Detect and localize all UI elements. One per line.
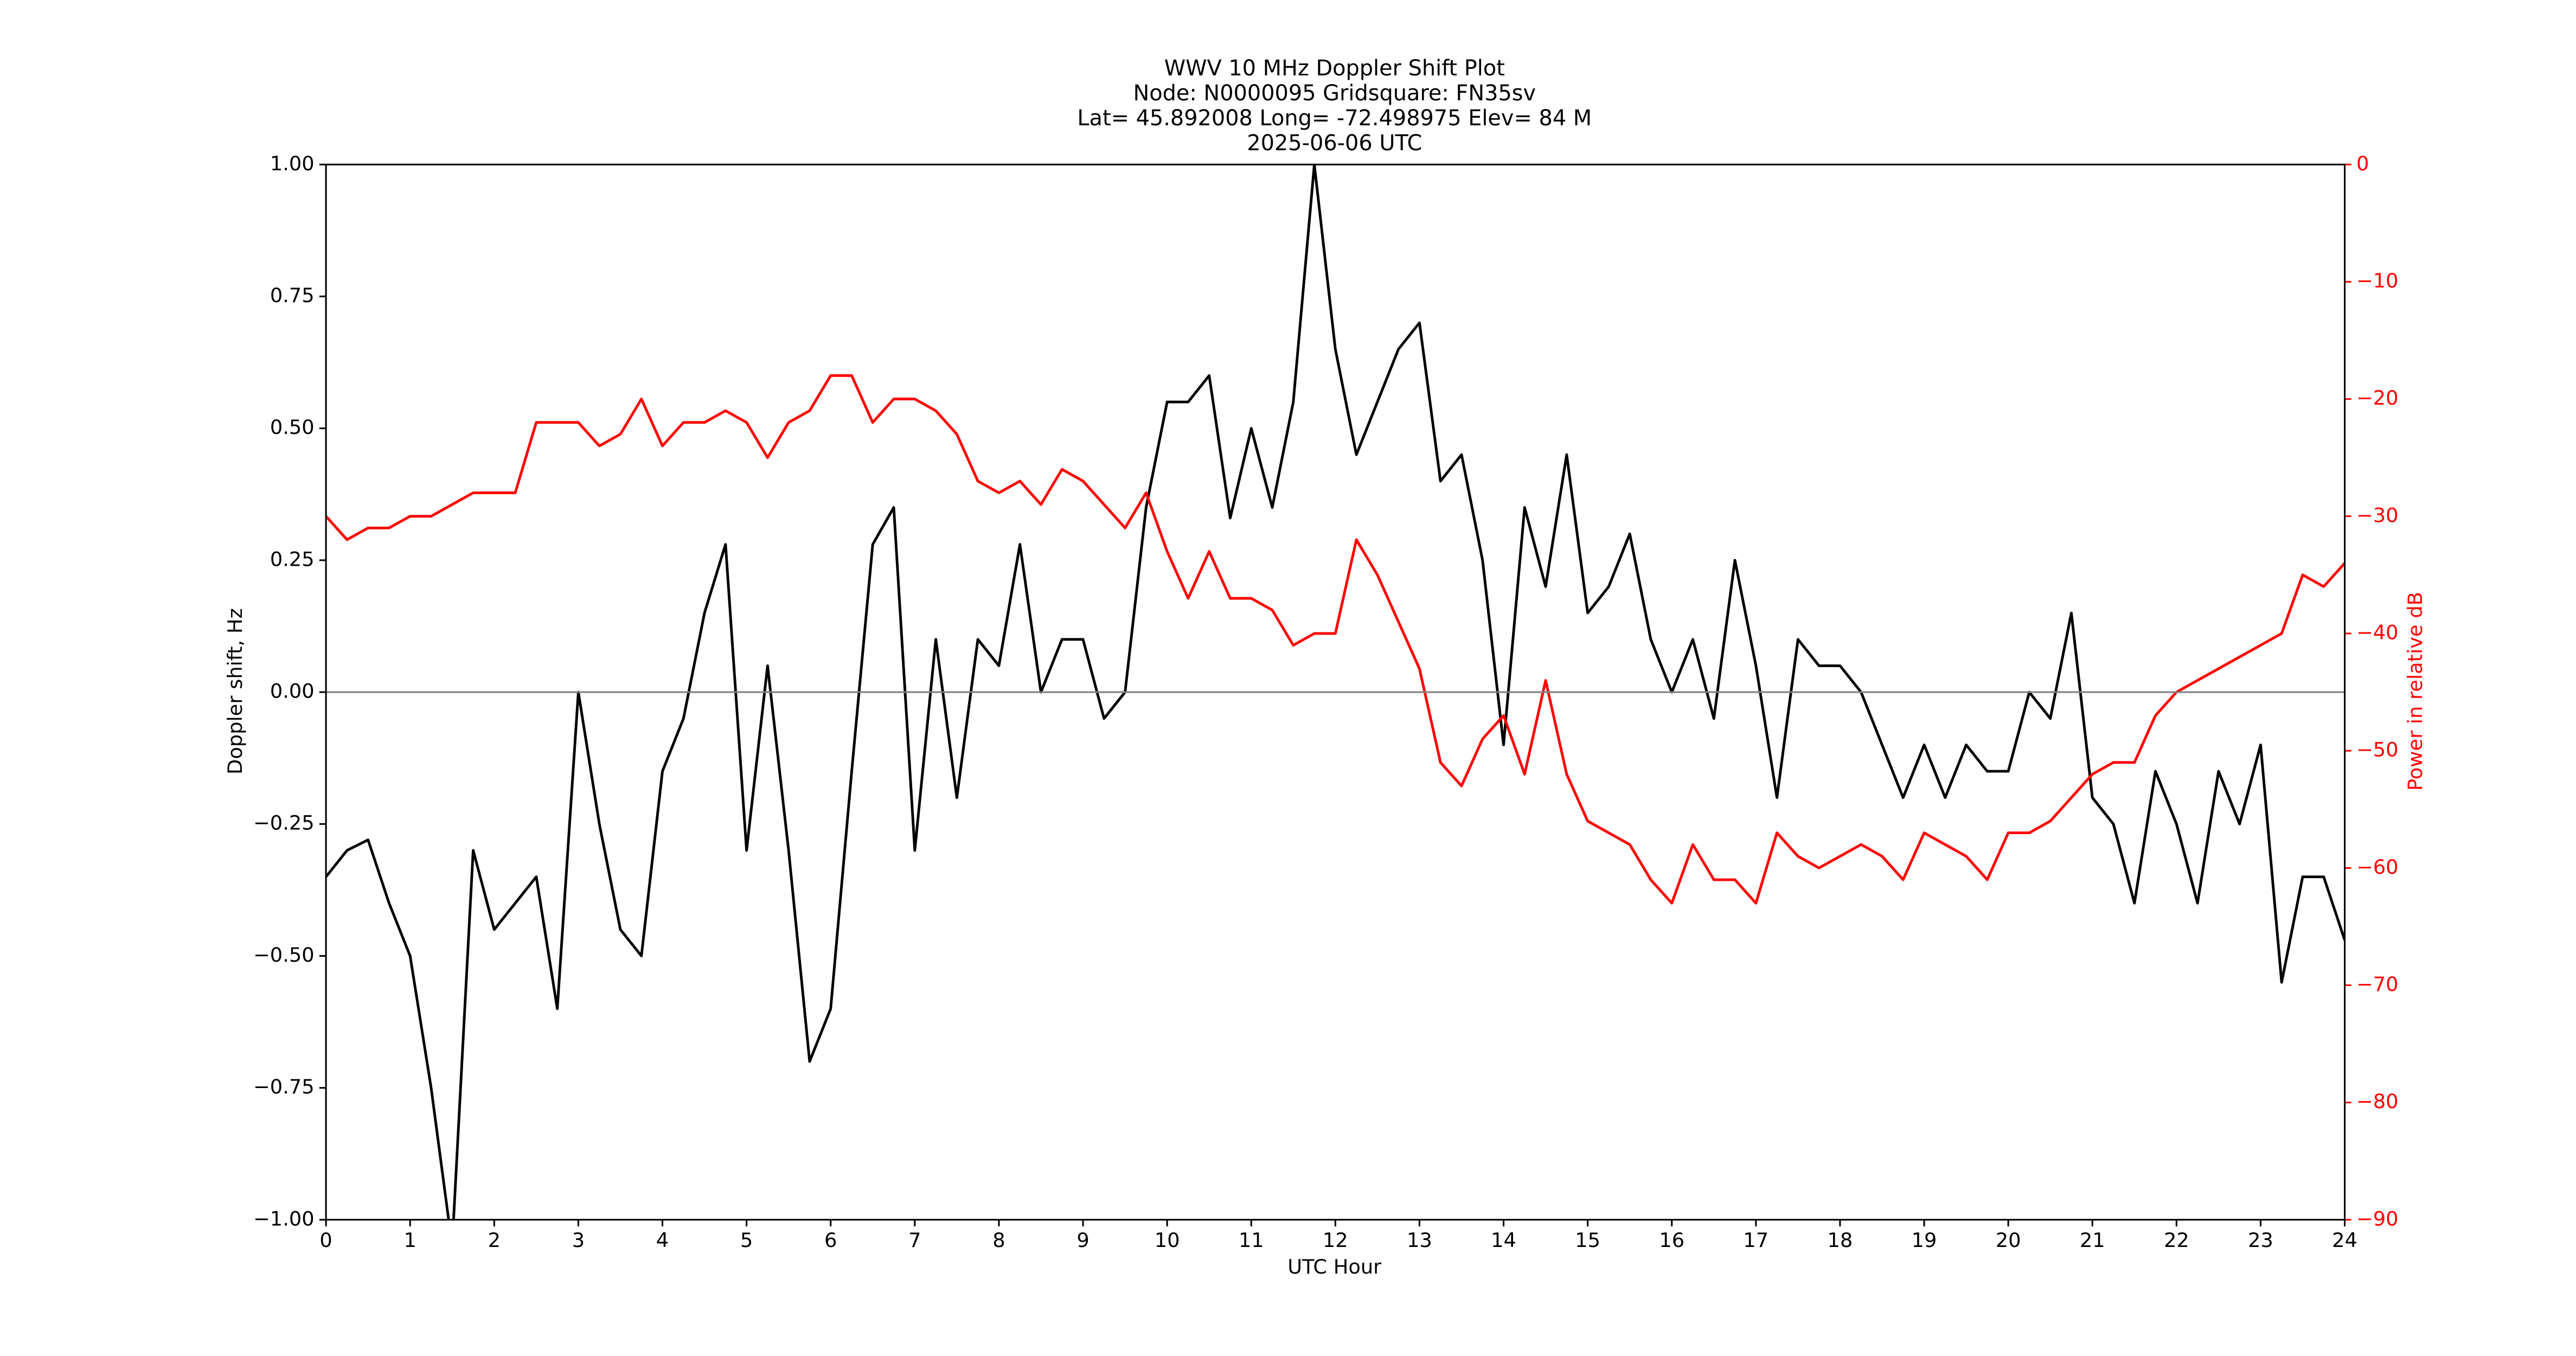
y-tick-label: 0.50: [270, 415, 315, 439]
y2-axis-label: Power in relative dB: [2404, 592, 2427, 791]
x-tick-label: 12: [1323, 1229, 1348, 1252]
x-tick-label: 21: [2080, 1229, 2105, 1252]
x-tick-label: 11: [1239, 1229, 1264, 1252]
x-tick-label: 4: [656, 1229, 669, 1252]
y2-tick-label: −60: [2356, 855, 2399, 879]
x-tick-label: 16: [1659, 1229, 1684, 1252]
data-line: [326, 374, 2345, 905]
x-tick-label: 1: [404, 1229, 416, 1252]
y-tick-label: −1.00: [253, 1207, 315, 1230]
x-tick-label: 19: [1912, 1229, 1937, 1252]
x-tick-label: 23: [2248, 1229, 2273, 1252]
x-tick-label: 6: [824, 1229, 837, 1252]
x-tick-label: 24: [2332, 1229, 2357, 1252]
y-tick-label: −0.75: [253, 1075, 315, 1098]
y2-tick-label: −80: [2356, 1090, 2399, 1113]
y2-tick-label: −10: [2356, 269, 2399, 292]
y-tick-label: −0.50: [253, 943, 315, 967]
x-tick-label: 3: [572, 1229, 585, 1252]
x-tick-label: 13: [1407, 1229, 1432, 1252]
plot-frame: [325, 163, 2346, 1221]
y2-tick-label: −70: [2356, 973, 2399, 996]
y2-tick-label: −30: [2356, 503, 2399, 527]
x-tick-label: 5: [740, 1229, 753, 1252]
x-tick-label: 2: [488, 1229, 501, 1252]
chart-title: Lat= 45.892008 Long= -72.498975 Elev= 84…: [1077, 106, 1592, 131]
chart-title: WWV 10 MHz Doppler Shift Plot: [1164, 56, 1505, 81]
data-line: [326, 164, 2345, 1220]
y2-tick-label: −50: [2356, 738, 2399, 762]
y-tick-label: 0.25: [270, 547, 315, 571]
y-tick-label: 0.75: [270, 284, 315, 307]
x-tick-label: 10: [1155, 1229, 1180, 1252]
plot-area: [326, 164, 2345, 1220]
x-tick-label: 15: [1575, 1229, 1600, 1252]
chart-title: 2025-06-06 UTC: [1247, 131, 1422, 156]
x-tick-label: 20: [1996, 1229, 2021, 1252]
y-tick-label: −0.25: [253, 811, 315, 835]
y2-tick-label: −40: [2356, 621, 2399, 644]
x-axis-label: UTC Hour: [1287, 1255, 1382, 1278]
x-tick-label: 7: [908, 1229, 921, 1252]
x-tick-label: 22: [2164, 1229, 2189, 1252]
x-tick-label: 8: [992, 1229, 1005, 1252]
y-tick-label: 0.00: [270, 680, 315, 703]
y-axis-label: Doppler shift, Hz: [223, 608, 247, 775]
x-tick-label: 14: [1491, 1229, 1516, 1252]
y-tick-label: 1.00: [270, 152, 315, 175]
y2-tick-label: −90: [2356, 1207, 2399, 1230]
x-tick-label: 9: [1076, 1229, 1089, 1252]
x-tick-label: 18: [1828, 1229, 1853, 1252]
y2-tick-label: 0: [2356, 152, 2369, 175]
x-tick-label: 0: [319, 1229, 332, 1252]
y2-tick-label: −20: [2356, 386, 2399, 410]
x-tick-label: 17: [1743, 1229, 1768, 1252]
chart-title: Node: N0000095 Gridsquare: FN35sv: [1133, 81, 1536, 106]
